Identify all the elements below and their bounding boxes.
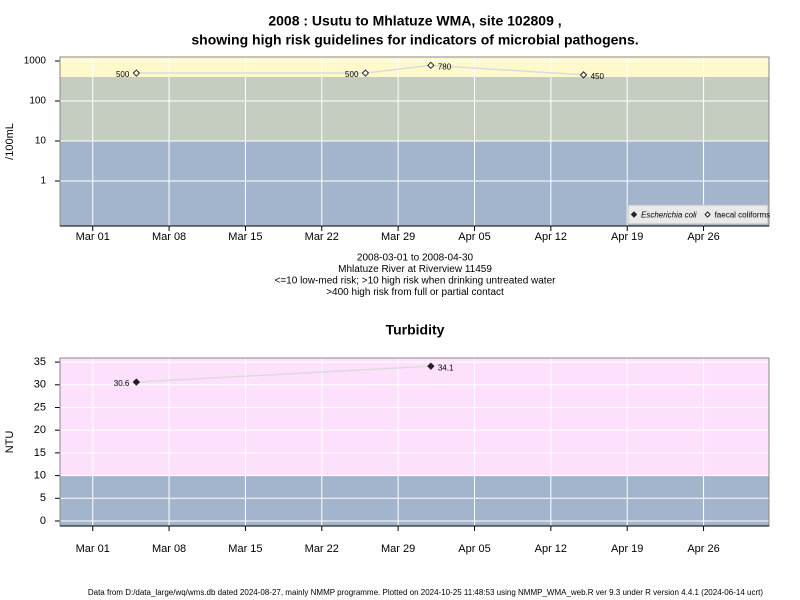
- x-tick-label: Mar 29: [381, 231, 415, 243]
- risk-band: [60, 76, 769, 142]
- y-tick-label: 10: [34, 470, 46, 482]
- x-tick-label: Mar 01: [76, 543, 110, 555]
- point: [427, 61, 435, 70]
- data-label: 450: [591, 72, 605, 81]
- legend-marker: [704, 211, 711, 218]
- x-tick-label: Apr 19: [611, 231, 643, 243]
- caption: Mhlatuze River at Riverview 11459: [338, 264, 492, 275]
- risk-band: [60, 475, 769, 526]
- footer: Data from D:/data_large/wq/wms.db dated …: [88, 588, 763, 597]
- data-label: 500: [116, 70, 130, 79]
- x-tick-label: Apr 12: [535, 543, 567, 555]
- legend-label: faecal coliforms: [715, 211, 771, 220]
- point: [427, 362, 435, 370]
- legend-marker: [630, 211, 638, 218]
- y-tick-label: 0: [40, 515, 46, 527]
- point: [132, 378, 141, 386]
- data-label: 500: [345, 70, 359, 79]
- caption: >400 high risk from full or partial cont…: [326, 287, 504, 298]
- y-axis-label: /100mL: [4, 123, 16, 160]
- x-tick-label: Apr 05: [458, 543, 490, 555]
- data-label: 30.6: [114, 379, 130, 388]
- x-tick-label: Mar 01: [76, 231, 110, 243]
- y-tick-label: 25: [34, 401, 46, 413]
- x-tick-label: Mar 22: [305, 231, 339, 243]
- y-tick-label: 100: [29, 96, 46, 107]
- point: [132, 69, 141, 77]
- y-tick-label: 20: [34, 424, 46, 436]
- point: [579, 71, 588, 79]
- series-line: [136, 64, 584, 76]
- x-tick-label: Apr 26: [687, 543, 719, 555]
- x-tick-label: Apr 05: [458, 231, 490, 243]
- y-tick-label: 1: [40, 176, 46, 187]
- x-tick-label: Mar 15: [228, 231, 262, 243]
- caption: 2008-03-01 to 2008-04-30: [357, 253, 474, 264]
- y-tick-label: 5: [40, 492, 46, 504]
- legend-label: Escherichia coli: [641, 211, 697, 220]
- y-tick-label: 30: [34, 379, 46, 391]
- x-tick-label: Apr 19: [611, 543, 643, 555]
- y-tick-label: 1000: [24, 56, 47, 67]
- y-tick-label: 10: [35, 136, 47, 147]
- x-tick-label: Mar 22: [305, 543, 339, 555]
- point: [361, 69, 370, 77]
- x-tick-label: Apr 12: [535, 231, 567, 243]
- x-tick-label: Mar 29: [381, 543, 415, 555]
- y-axis-label: NTU: [4, 431, 16, 454]
- risk-band: [60, 358, 769, 476]
- data-label: 34.1: [438, 363, 454, 372]
- x-tick-label: Apr 26: [687, 231, 719, 243]
- caption: <=10 low-med risk; >10 high risk when dr…: [275, 276, 557, 287]
- data-label: 780: [438, 62, 452, 71]
- y-tick-label: 35: [34, 356, 46, 368]
- x-tick-label: Mar 15: [228, 543, 262, 555]
- series-line: [136, 365, 431, 383]
- legend-box: [627, 204, 769, 225]
- legend: Escherichia coli faecal coliforms: [627, 204, 771, 225]
- x-tick-label: Mar 08: [152, 543, 186, 555]
- chart-title: 2008 : Usutu to Mhlatuze WMA, site 10280…: [268, 13, 561, 29]
- chart-title: Turbidity: [386, 322, 445, 338]
- y-tick-label: 15: [34, 447, 46, 459]
- chart-title: showing high risk guidelines for indicat…: [191, 32, 638, 48]
- x-tick-label: Mar 08: [152, 231, 186, 243]
